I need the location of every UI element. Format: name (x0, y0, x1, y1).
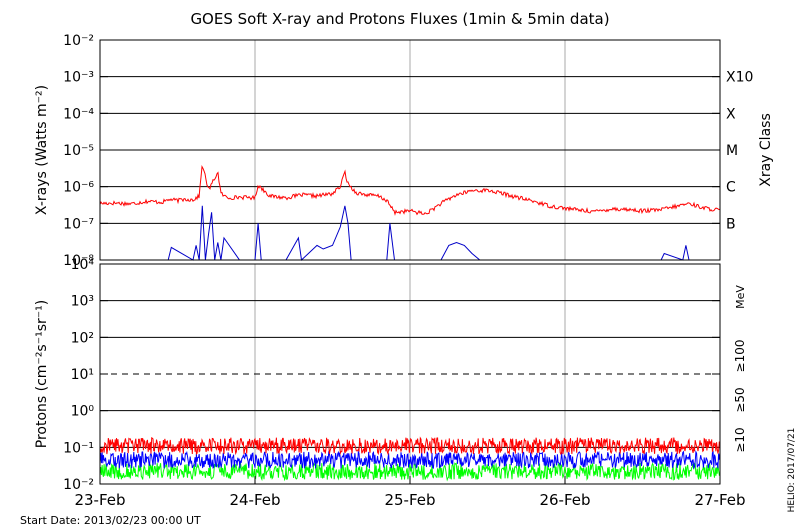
proton-tick-label: 10¹ (71, 367, 94, 383)
xray-long-series (99, 165, 721, 216)
proton-tick-label: 10³ (71, 294, 94, 310)
proton-series-ge100 (99, 461, 721, 482)
proton-axis-title: Protons (cm⁻²s⁻¹sr⁻¹) (34, 300, 50, 449)
chart-title: GOES Soft X-ray and Protons Fluxes (1min… (190, 10, 609, 28)
proton-tick-label: 10² (71, 330, 94, 346)
proton-tick-label: 10⁻¹ (63, 440, 94, 456)
x-tick-label: 27-Feb (694, 491, 745, 509)
xray-tick-label: 10⁻⁸ (63, 253, 94, 269)
xray-class-label: C (726, 180, 736, 196)
xray-short-series (167, 205, 720, 262)
proton-legend-ge100: ≥100 (733, 340, 747, 373)
xray-tick-label: 10⁻³ (63, 70, 94, 86)
xray-class-label: X (726, 106, 736, 122)
xray-tick-label: 10⁻⁷ (63, 216, 94, 232)
proton-tick-label: 10⁻² (63, 477, 94, 493)
xray-axis-title: X-rays (Watts m⁻²) (34, 85, 50, 215)
xray-class-label: X10 (726, 70, 753, 86)
proton-series-ge10 (99, 436, 721, 456)
xray-tick-label: 10⁻² (63, 33, 94, 49)
x-tick-label: 24-Feb (229, 491, 280, 509)
xray-class-label: M (726, 143, 738, 159)
xray-tick-label: 10⁻⁶ (63, 180, 94, 196)
x-tick-label: 26-Feb (539, 491, 590, 509)
xray-class-label: B (726, 216, 736, 232)
xray-tick-label: 10⁻⁴ (63, 106, 94, 122)
xray-class-axis-title: Xray Class (758, 113, 774, 187)
proton-tick-label: 10⁴ (71, 257, 95, 273)
start-date-label: Start Date: 2013/02/23 00:00 UT (20, 514, 201, 527)
proton-legend-ge50: ≥50 (733, 387, 747, 412)
proton-tick-label: 10⁰ (71, 404, 95, 420)
proton-series-ge50 (99, 449, 721, 470)
x-tick-label: 23-Feb (74, 491, 125, 509)
credit-label: HELIO: 2017/07/21 (787, 428, 797, 513)
proton-legend-ge10: ≥10 (733, 427, 747, 452)
proton-units-label: MeV (734, 285, 747, 309)
x-tick-label: 25-Feb (384, 491, 435, 509)
xray-tick-label: 10⁻⁵ (63, 143, 94, 159)
xray-panel-frame (99, 39, 721, 261)
